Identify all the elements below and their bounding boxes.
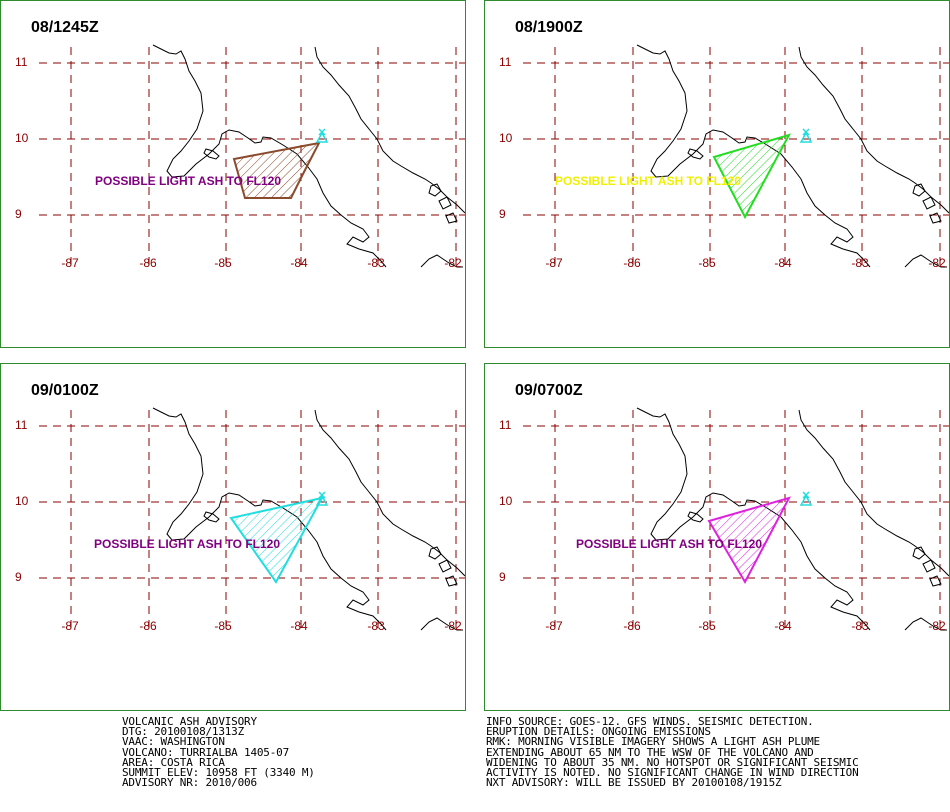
- lon-label: -84: [290, 256, 308, 270]
- lat-label: 10: [499, 131, 513, 145]
- lon-label: -84: [774, 256, 792, 270]
- volcano-icon: [315, 128, 329, 143]
- volcano-icon: [799, 128, 813, 143]
- ash-plume-polygon: [712, 133, 792, 220]
- gulf-outline: [203, 148, 220, 160]
- lat-label: 11: [499, 418, 512, 432]
- forecast-panel-2: 11 10 9 -87 -86 -85 -84 -83 -82 POSSIBLE LIGHT AS…: [484, 0, 950, 348]
- advisory-header: VOLCANIC ASH ADVISORY DTG: 20100108/1313…: [122, 715, 315, 790]
- ash-altitude-label: POSSIBLE LIGHT ASH TO FL120: [95, 174, 281, 188]
- lon-label: -83: [367, 619, 385, 633]
- lat-label: 9: [15, 207, 22, 221]
- ash-plume-polygon: [229, 496, 324, 584]
- lon-label: -83: [851, 256, 869, 270]
- ash-altitude-label: POSSIBLE LIGHT ASH TO FL120: [576, 537, 762, 551]
- forecast-panel-1: 11 10 9 -87 -86 -85 -84 -83 -82 POSSIBLE LIGHT AS…: [0, 0, 466, 348]
- ash-plume-polygon: [707, 496, 791, 585]
- island-outline: [912, 546, 942, 587]
- lat-label: 9: [499, 570, 506, 584]
- lat-label: 9: [15, 570, 22, 584]
- ash-altitude-label: POSSIBLE LIGHT ASH TO FL120: [94, 537, 280, 551]
- advisory-line: ERUPTION DETAILS: ONGOING EMISSIONS: [486, 725, 711, 739]
- lon-label: -82: [928, 619, 946, 633]
- map-4: 11 10 9 -87 -86 -85 -84 -83 -82 POSSIBLE LIGHT AS…: [499, 407, 949, 633]
- coastline: [152, 44, 465, 268]
- advisory-line: EXTENDING ABOUT 65 NM TO THE WSW OF THE …: [486, 745, 814, 759]
- advisory-line: INFO SOURCE: GOES-12. GFS WINDS. SEISMIC…: [486, 715, 814, 728]
- lon-label: -86: [623, 619, 641, 633]
- lon-label: -85: [214, 619, 232, 633]
- lat-label: 9: [499, 207, 506, 221]
- advisory-line: VOLCANO: TURRIALBA 1405-07: [122, 745, 289, 759]
- panel-time-label: 08/1900Z: [515, 19, 583, 36]
- lon-label: -85: [698, 619, 716, 633]
- lon-label: -83: [851, 619, 869, 633]
- lon-label: -84: [290, 619, 308, 633]
- gulf-outline: [687, 148, 704, 160]
- lat-label: 11: [499, 55, 512, 69]
- lon-label: -84: [774, 619, 792, 633]
- lat-label: 10: [499, 494, 513, 508]
- coastline: [152, 407, 465, 631]
- panel-time-label: 08/1245Z: [31, 19, 99, 36]
- advisory-line: WIDENING TO ABOUT 35 NM. NO HOTSPOT OR S…: [486, 755, 859, 769]
- map-3: 11 10 9 -87 -86 -85 -84 -83 -82 POSSIBLE LIGHT AS…: [15, 407, 465, 633]
- coastline: [636, 407, 949, 631]
- coastline: [636, 44, 949, 268]
- advisory-line: RMK: MORNING VISIBLE IMAGERY SHOWS A LIG…: [486, 735, 820, 749]
- ash-altitude-label: POSSIBLE LIGHT ASH TO FL120: [555, 174, 741, 188]
- lat-label: 10: [15, 131, 29, 145]
- advisory-line: AREA: COSTA RICA: [122, 755, 225, 769]
- map-2: 11 10 9 -87 -86 -85 -84 -83 -82 POSSIBLE LIGHT AS…: [499, 44, 949, 270]
- lon-label: -87: [545, 619, 563, 633]
- map-1: 11 10 9 -87 -86 -85 -84 -83 -82 POSSIBLE LIGHT AS…: [15, 44, 465, 270]
- advisory-line: NXT ADVISORY: WILL BE ISSUED BY 20100108…: [486, 776, 782, 790]
- advisory-line: ACTIVITY IS NOTED. NO SIGNIFICANT CHANGE…: [486, 766, 859, 780]
- island-outline: [912, 183, 942, 224]
- advisory-line: ADVISORY NR: 2010/006: [122, 776, 257, 790]
- ash-plume-polygon: [232, 141, 321, 199]
- forecast-panel-3: 11 10 9 -87 -86 -85 -84 -83 -82 POSSIBLE LIGHT AS…: [0, 363, 466, 711]
- forecast-panel-4: 11 10 9 -87 -86 -85 -84 -83 -82 POSSIBLE LIGHT AS…: [484, 363, 950, 711]
- advisory-line: VAAC: WASHINGTON: [122, 735, 225, 749]
- advisory-remarks: INFO SOURCE: GOES-12. GFS WINDS. SEISMIC…: [486, 715, 859, 790]
- advisory-line: VOLCANIC ASH ADVISORY: [122, 715, 257, 728]
- gulf-outline: [687, 511, 704, 523]
- lon-label: -82: [928, 256, 946, 270]
- panel-time-label: 09/0100Z: [31, 382, 99, 399]
- island-outline: [428, 546, 458, 587]
- island-outline: [428, 183, 458, 224]
- lon-label: -87: [61, 256, 79, 270]
- lon-label: -86: [139, 256, 157, 270]
- lon-label: -86: [623, 256, 641, 270]
- lon-label: -82: [444, 619, 462, 633]
- gulf-outline: [203, 511, 220, 523]
- volcano-icon: [315, 491, 329, 506]
- lon-label: -87: [545, 256, 563, 270]
- lon-label: -85: [698, 256, 716, 270]
- volcano-icon: [799, 491, 813, 506]
- advisory-line: DTG: 20100108/1313Z: [122, 725, 245, 739]
- lon-label: -86: [139, 619, 157, 633]
- lat-label: 11: [15, 418, 28, 432]
- lat-label: 11: [15, 55, 28, 69]
- lon-label: -83: [367, 256, 385, 270]
- lat-label: 10: [15, 494, 29, 508]
- panel-time-label: 09/0700Z: [515, 382, 583, 399]
- lon-label: -87: [61, 619, 79, 633]
- lon-label: -85: [214, 256, 232, 270]
- lon-label: -82: [444, 256, 462, 270]
- advisory-line: SUMMIT ELEV: 10958 FT (3340 M): [122, 766, 315, 780]
